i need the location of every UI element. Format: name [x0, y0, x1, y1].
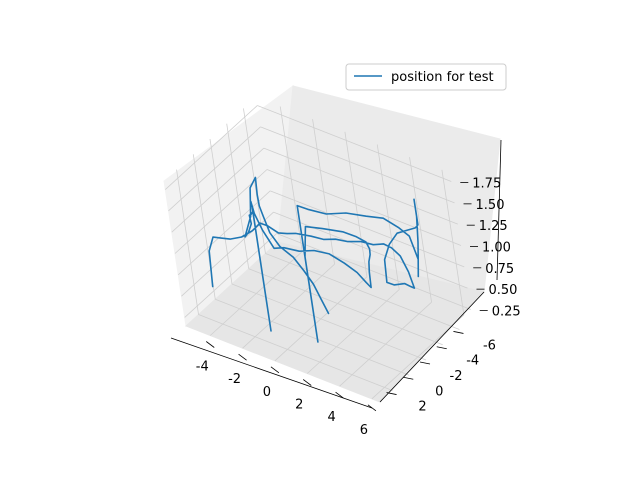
z-grid-line	[184, 233, 277, 318]
x-tick-label: 6	[360, 423, 368, 438]
z-tick-label: 1.00	[482, 241, 511, 256]
x-axis-line	[170, 337, 373, 409]
z-tick-label: 1.50	[476, 198, 505, 213]
y-grid-line	[198, 314, 393, 391]
x-tick-mark	[367, 404, 377, 412]
z-grid-line	[177, 190, 271, 276]
x-tick-label: -4	[196, 360, 209, 375]
z-grid-line	[263, 147, 458, 225]
z-tick-label: 0.25	[492, 304, 521, 319]
z-grid-line	[257, 105, 452, 182]
z-axis-line	[496, 139, 502, 281]
z-tick-label: 0.50	[488, 283, 517, 298]
legend-box	[345, 63, 507, 91]
z-grid-line	[165, 105, 258, 190]
pane-back	[163, 84, 501, 403]
y-grid-line	[248, 268, 443, 346]
x-tick-label: -2	[228, 372, 241, 387]
z-grid-line	[276, 233, 471, 310]
y-tick-mark	[403, 376, 414, 380]
y-tick-labels: -6 -4-2 02	[386, 331, 496, 415]
series-layer	[208, 176, 420, 343]
z-grid-line	[266, 169, 462, 246]
y-tick-label: -6	[483, 338, 496, 353]
x-tick-label: 4	[327, 410, 335, 425]
axis-edges	[170, 139, 502, 409]
z-grid-line	[171, 147, 265, 233]
z-grid-line	[168, 126, 261, 212]
x-tick-mark	[303, 379, 312, 386]
x-tick-mark	[270, 366, 280, 374]
z-tick-label: 1.25	[479, 219, 508, 234]
y-grid-line	[231, 283, 427, 361]
x-tick-labels: -4 -2 0 2 4 6	[196, 341, 377, 438]
x-tick-mark	[335, 391, 344, 399]
z-grid-line	[270, 190, 465, 268]
y-tick-label: 2	[418, 400, 426, 415]
y-axis-line	[379, 291, 485, 403]
y-tick-label: 0	[435, 384, 443, 399]
y-grid-line	[215, 298, 410, 376]
y-tick-mark	[419, 361, 431, 365]
z-tick-label: 1.75	[472, 177, 501, 192]
legend[interactable]: position for test	[345, 63, 507, 91]
y-tick-label: -2	[450, 369, 463, 384]
series-line	[208, 176, 420, 343]
z-tick-labels: 0.25 0.50 0.75 1.00 1.25 1.50 1.75	[460, 177, 521, 319]
y-tick-mark	[386, 392, 397, 395]
y-tick-mark	[436, 346, 447, 350]
grid-lines	[165, 105, 471, 400]
z-grid-line	[181, 211, 274, 297]
x-tick-mark	[206, 341, 215, 348]
z-tick-label: 0.75	[485, 262, 514, 277]
z-grid-line	[260, 126, 455, 204]
y-tick-mark	[453, 331, 464, 334]
x-tick-mark	[238, 353, 247, 361]
x-tick-label: 0	[263, 385, 271, 400]
y-tick-label: -4	[466, 354, 479, 369]
x-tick-label: 2	[295, 398, 303, 413]
y-grid-line	[265, 253, 460, 330]
legend-label: position for test	[391, 70, 494, 85]
